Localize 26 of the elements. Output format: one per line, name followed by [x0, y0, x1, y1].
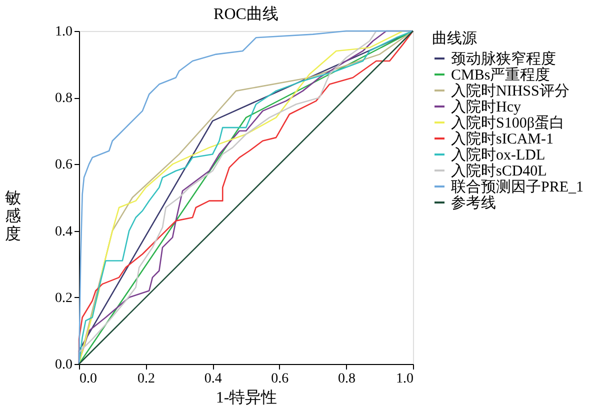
y-tick-label: 1.0: [55, 24, 72, 40]
legend-label: 参考线: [451, 194, 496, 212]
y-tick-label: 0.6: [55, 158, 72, 173]
x-tick-label: 0.2: [138, 372, 156, 386]
legend-label: CMBs严重程度: [451, 66, 550, 84]
x-tick-label: 0.4: [204, 372, 222, 386]
y-tick-label: 0.2: [55, 290, 72, 306]
legend-label: 入院时NIHSS评分: [451, 82, 570, 100]
x-tick-label: 0.0: [80, 372, 97, 386]
legend-label: 入院时sCD40L: [451, 162, 547, 180]
y-tick-label: 0.8: [55, 91, 72, 106]
y-tick-label: 0.0: [55, 358, 72, 372]
y-tick-label: 0.4: [55, 224, 72, 240]
legend-label: 颈动脉狭窄程度: [451, 50, 556, 68]
legend-label: 入院时ox-LDL: [451, 146, 546, 164]
legend-label: 入院时sICAM-1: [451, 130, 554, 148]
legend-label: 入院时Hcy: [451, 98, 522, 116]
legend-label: 联合预测因子PRE_1: [451, 178, 584, 196]
chart-title: ROC曲线: [214, 5, 278, 23]
legend-label: 入院时S100β蛋白: [451, 114, 564, 132]
x-tick-label: 0.6: [271, 372, 289, 386]
y-axis-title: 敏感度: [5, 190, 21, 243]
x-tick-label: 1.0: [396, 372, 414, 386]
x-axis-title: 1-特异性: [216, 388, 278, 406]
x-tick-label: 0.8: [338, 372, 356, 386]
legend-title: 曲线源: [432, 30, 477, 47]
